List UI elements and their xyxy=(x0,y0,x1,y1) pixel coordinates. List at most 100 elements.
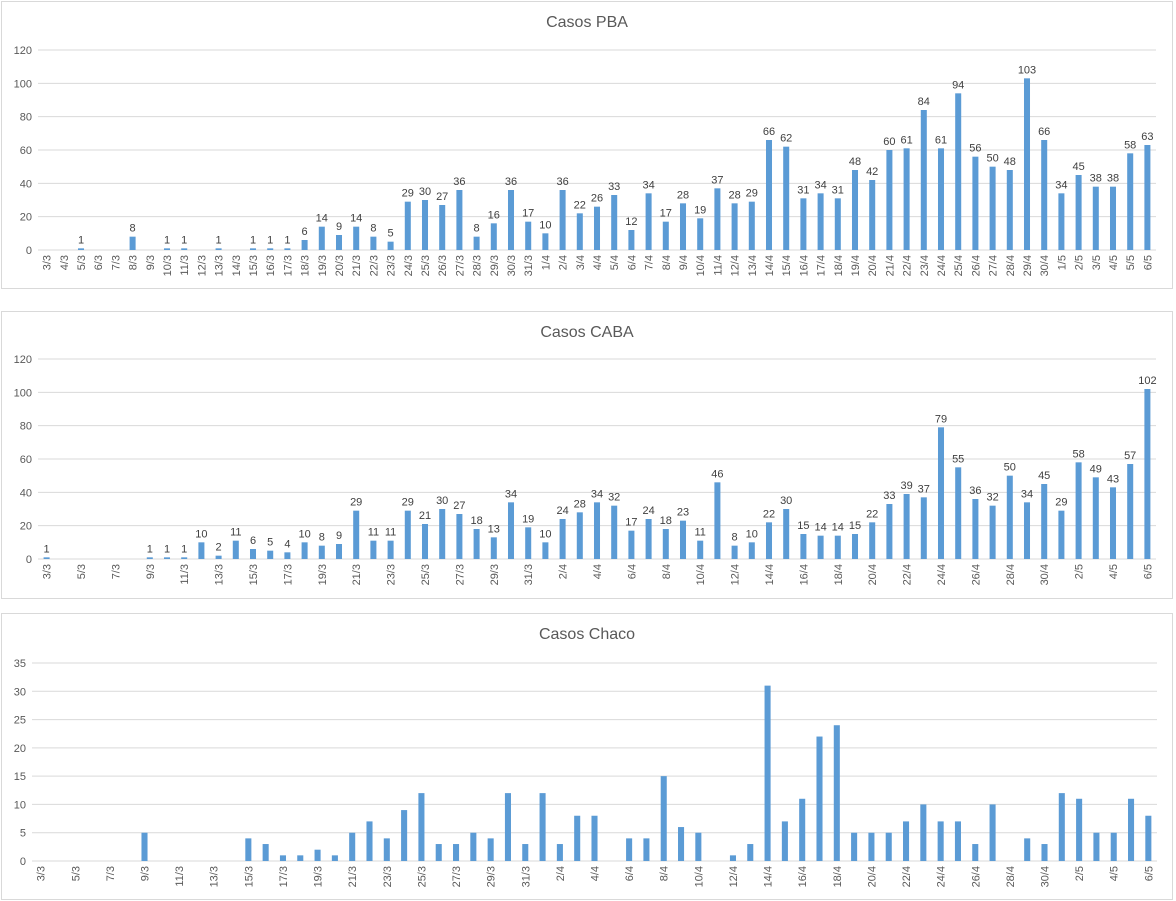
bar xyxy=(401,810,408,861)
y-tick-label: 20 xyxy=(14,743,26,755)
data-label: 39 xyxy=(900,480,912,492)
bar xyxy=(335,235,343,250)
bar xyxy=(817,535,824,559)
x-tick-label: 12/3 xyxy=(196,255,208,276)
bar xyxy=(989,166,996,250)
bar xyxy=(353,510,360,559)
bar xyxy=(747,844,754,861)
bar xyxy=(439,205,446,250)
bar xyxy=(937,821,944,861)
bar xyxy=(783,146,790,250)
data-label: 29 xyxy=(1055,497,1067,509)
x-tick-label: 29/3 xyxy=(486,866,498,887)
data-label: 5 xyxy=(388,228,394,240)
bar xyxy=(470,832,477,861)
x-tick-label: 13/3 xyxy=(209,866,221,887)
bar xyxy=(370,236,377,250)
data-label: 37 xyxy=(711,174,723,186)
bar xyxy=(816,736,823,861)
x-tick-label: 21/3 xyxy=(351,255,363,276)
x-tick-label: 14/3 xyxy=(231,255,243,276)
bar xyxy=(748,201,755,250)
bar xyxy=(660,776,667,861)
data-label: 34 xyxy=(1021,488,1033,500)
bar xyxy=(800,198,807,250)
x-tick-label: 26/4 xyxy=(970,255,982,276)
x-tick-label: 2/5 xyxy=(1074,255,1086,270)
data-label: 18 xyxy=(660,515,672,527)
bar xyxy=(903,494,910,559)
bar xyxy=(662,221,669,250)
data-label: 8 xyxy=(474,223,480,235)
data-label: 43 xyxy=(1107,473,1119,485)
x-tick-label: 9/3 xyxy=(145,255,157,270)
bar xyxy=(697,540,704,559)
x-tick-label: 17/4 xyxy=(816,255,828,276)
y-tick-label: 25 xyxy=(14,715,26,727)
data-label: 1 xyxy=(164,543,170,555)
data-label: 57 xyxy=(1124,450,1136,462)
bar xyxy=(954,821,961,861)
data-label: 16 xyxy=(488,209,500,221)
x-tick-label: 24/4 xyxy=(936,255,948,276)
x-tick-label: 28/4 xyxy=(1005,564,1017,585)
bar xyxy=(662,529,669,559)
bar xyxy=(387,241,394,250)
bar xyxy=(1109,487,1117,559)
x-tick-label: 28/4 xyxy=(1005,255,1017,276)
data-label: 55 xyxy=(952,453,964,465)
bar xyxy=(989,804,996,861)
data-label: 2 xyxy=(216,542,222,554)
y-tick-label: 80 xyxy=(20,112,32,124)
x-tick-label: 15/3 xyxy=(248,564,260,585)
data-label: 50 xyxy=(1004,462,1016,474)
data-label: 19 xyxy=(694,204,706,216)
bar xyxy=(439,509,446,559)
data-label: 29 xyxy=(402,497,414,509)
bar xyxy=(1075,462,1082,559)
bar xyxy=(1092,186,1099,250)
bar xyxy=(539,793,546,861)
data-label: 102 xyxy=(1138,375,1156,387)
data-label: 15 xyxy=(797,520,809,532)
bar xyxy=(1144,389,1151,559)
x-tick-label: 5/3 xyxy=(70,866,82,881)
data-label: 29 xyxy=(402,188,414,200)
data-label: 32 xyxy=(608,492,620,504)
x-tick-label: 19/3 xyxy=(317,564,329,585)
data-label: 4 xyxy=(284,538,290,550)
data-label: 6 xyxy=(250,535,256,547)
x-tick-label: 23/3 xyxy=(386,255,398,276)
bar xyxy=(525,221,532,250)
data-label: 14 xyxy=(814,522,826,534)
y-tick-label: 60 xyxy=(20,145,32,157)
x-tick-label: 10/4 xyxy=(695,255,707,276)
data-label: 13 xyxy=(488,523,500,535)
x-tick-label: 4/5 xyxy=(1108,255,1120,270)
bar xyxy=(695,832,702,861)
bar xyxy=(490,223,497,250)
bar-chart-chaco: 0 5 10 15 20 25 30 35 3/3 5/3 7/3 9/3 11/3 13/3 15/3 17… xyxy=(14,658,1157,887)
bar xyxy=(972,499,979,559)
data-label: 38 xyxy=(1090,173,1102,185)
bar xyxy=(731,203,738,250)
x-tick-label: 11/3 xyxy=(179,564,191,585)
x-tick-label: 3/3 xyxy=(42,564,54,579)
x-tick-label: 5/5 xyxy=(1125,255,1137,270)
data-label: 1 xyxy=(164,234,170,246)
bar xyxy=(920,110,927,250)
data-label: 17 xyxy=(522,208,534,220)
data-label: 48 xyxy=(1004,156,1016,168)
x-tick-label: 5/3 xyxy=(76,564,88,579)
x-tick-label: 31/3 xyxy=(523,564,535,585)
bar xyxy=(628,530,635,559)
y-tick-label: 35 xyxy=(14,658,26,670)
bar xyxy=(628,230,635,250)
x-tick-label: 26/4 xyxy=(970,564,982,585)
bar xyxy=(869,180,876,250)
bar xyxy=(297,855,304,861)
bar xyxy=(679,520,687,559)
bar xyxy=(249,248,257,250)
bar xyxy=(387,540,394,559)
data-label: 56 xyxy=(969,143,981,155)
